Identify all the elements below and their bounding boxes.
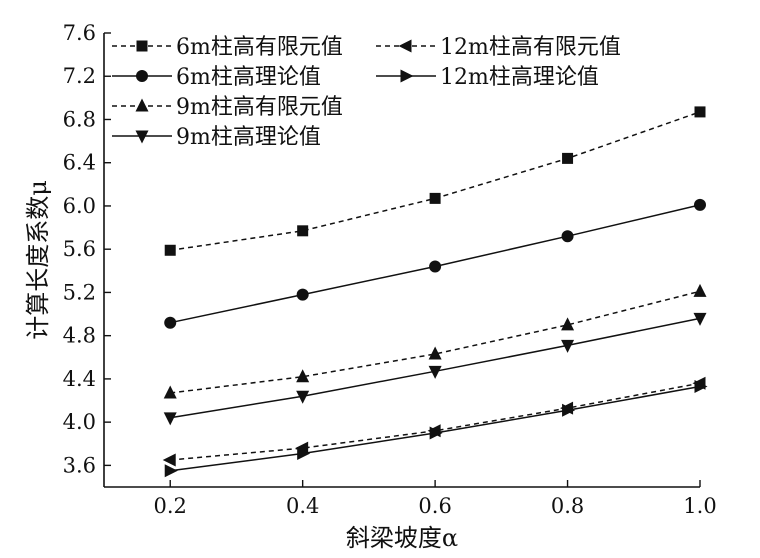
legend-entry: 12m柱高理论值 xyxy=(376,65,599,90)
legend-marker xyxy=(398,39,412,53)
legend-label: 9m柱高有限元值 xyxy=(176,95,343,120)
y-tick-label: 4.8 xyxy=(63,324,96,348)
y-tick-label: 3.6 xyxy=(63,453,96,477)
legend-entry: 6m柱高有限元值 xyxy=(112,35,343,60)
y-tick-label: 5.6 xyxy=(63,237,96,261)
legend-marker xyxy=(135,130,149,144)
y-tick-label: 6.4 xyxy=(63,151,96,175)
series-4 xyxy=(162,376,706,467)
x-tick-label: 0.4 xyxy=(286,494,319,518)
data-point xyxy=(429,426,443,440)
series-layer xyxy=(162,106,708,478)
legend-marker xyxy=(136,40,148,52)
legend-label: 9m柱高理论值 xyxy=(176,125,321,150)
legend-marker xyxy=(400,69,414,83)
data-point xyxy=(694,198,706,211)
x-tick-label: 0.8 xyxy=(551,494,584,518)
x-tick-label: 0.2 xyxy=(154,494,187,518)
data-point xyxy=(694,379,708,393)
y-tick-label: 5.2 xyxy=(63,280,96,304)
data-point xyxy=(429,192,441,204)
y-tick-label: 7.2 xyxy=(63,64,96,88)
data-point xyxy=(693,283,707,297)
data-point xyxy=(296,288,309,301)
data-point xyxy=(561,339,575,353)
legend-label: 6m柱高理论值 xyxy=(176,65,321,90)
y-tick-label: 4.4 xyxy=(63,367,96,391)
legend-entry: 9m柱高理论值 xyxy=(112,125,321,150)
legend-label: 12m柱高理论值 xyxy=(440,65,599,90)
data-point xyxy=(163,385,177,399)
y-tick-label: 4.0 xyxy=(63,410,96,434)
series-0 xyxy=(164,106,706,256)
legend-label: 12m柱高有限元值 xyxy=(440,35,621,60)
data-point xyxy=(428,365,442,379)
data-point xyxy=(694,106,706,118)
data-point xyxy=(561,230,574,243)
data-point xyxy=(164,244,176,256)
data-point xyxy=(428,346,442,360)
series-2 xyxy=(163,283,707,399)
data-point xyxy=(562,152,574,164)
y-tick-label: 6.8 xyxy=(63,107,96,131)
legend-label: 6m柱高有限元值 xyxy=(176,35,343,60)
data-point xyxy=(561,317,575,331)
x-ticks: 0.2 0.4 0.6 0.8 1.0 xyxy=(154,480,717,518)
legend-marker xyxy=(136,70,148,82)
data-point xyxy=(163,412,177,426)
legend-entry: 9m柱高有限元值 xyxy=(112,95,343,120)
data-point xyxy=(296,390,310,404)
y-ticks: 3.6 4.0 4.4 4.8 5.2 5.6 6.0 6.4 6.8 7.2 7.6 xyxy=(63,21,111,477)
series-line xyxy=(170,382,701,461)
series-1 xyxy=(164,198,706,329)
y-axis-title: 计算长度系数μ xyxy=(24,180,52,340)
data-point xyxy=(429,260,442,273)
data-point xyxy=(297,225,309,237)
data-point xyxy=(296,369,310,383)
legend-entry: 6m柱高理论值 xyxy=(112,65,321,90)
plot-frame xyxy=(103,33,700,488)
data-point xyxy=(693,312,707,326)
series-5 xyxy=(164,379,708,478)
data-point xyxy=(164,464,178,478)
series-3 xyxy=(163,312,707,426)
data-point xyxy=(162,453,176,467)
x-tick-label: 1.0 xyxy=(683,494,716,518)
x-tick-label: 0.6 xyxy=(418,494,451,518)
legend: 6m柱高有限元值 6m柱高理论值 9m柱高有限元值 9m柱高理论值 12m柱高有限元值 1… xyxy=(112,35,621,150)
data-point xyxy=(164,316,177,329)
legend-entry: 12m柱高有限元值 xyxy=(376,35,621,60)
data-point xyxy=(562,403,576,417)
y-tick-label: 6.0 xyxy=(63,194,96,218)
legend-marker xyxy=(135,98,149,112)
data-point xyxy=(297,446,311,460)
x-axis-title: 斜梁坡度α xyxy=(346,524,458,552)
y-tick-label: 7.6 xyxy=(63,21,96,45)
